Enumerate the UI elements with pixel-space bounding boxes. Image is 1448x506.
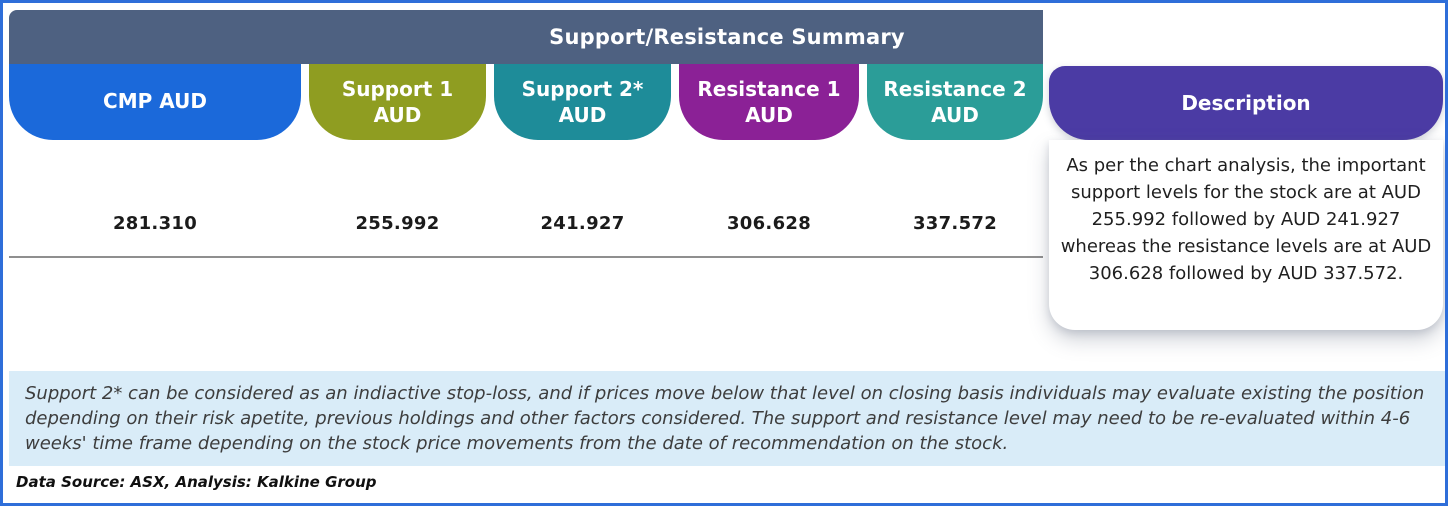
- column-header-support1-aud: Support 1 AUD: [309, 64, 486, 140]
- value-support2-aud: 241.927: [540, 212, 625, 234]
- value-support1-aud: 255.992: [355, 212, 440, 234]
- value-resistance1-aud: 306.628: [726, 212, 812, 234]
- table-header-bar: [9, 10, 1043, 64]
- divider-line: [9, 256, 1043, 258]
- column-header-sublabel: AUD: [931, 102, 979, 127]
- column-header-sublabel: AUD: [373, 102, 422, 127]
- column-header-support2-aud: Support 2* AUD: [494, 64, 671, 140]
- column-header-description: Description: [1049, 66, 1443, 140]
- column-header-cmp-aud: CMP AUD: [9, 64, 301, 140]
- description-text: As per the chart analysis, the important…: [1060, 155, 1432, 284]
- column-header-resistance2-aud: Resistance 2 AUD: [867, 64, 1043, 140]
- note-box: Support 2* can be considered as an india…: [9, 371, 1445, 466]
- value-resistance2-aud: 337.572: [912, 212, 998, 234]
- description-card: As per the chart analysis, the important…: [1049, 140, 1443, 330]
- column-header-label: Support 1: [341, 76, 454, 101]
- column-header-sublabel: AUD: [558, 102, 607, 127]
- column-header-label: Description: [1181, 90, 1311, 115]
- data-source: Data Source: ASX, Analysis: Kalkine Grou…: [16, 473, 377, 491]
- table-title: Support/Resistance Summary: [549, 25, 905, 49]
- column-header-label: Resistance 1: [697, 76, 841, 101]
- column-header-resistance1-aud: Resistance 1 AUD: [679, 64, 859, 140]
- column-header-label: CMP AUD: [103, 89, 207, 113]
- column-header-sublabel: AUD: [745, 102, 793, 127]
- note-text: Support 2* can be considered as an india…: [25, 383, 1425, 454]
- column-header-label: Support 2*: [521, 76, 644, 101]
- column-header-label: Resistance 2: [883, 76, 1027, 101]
- value-cmp-aud: 281.310: [112, 212, 198, 234]
